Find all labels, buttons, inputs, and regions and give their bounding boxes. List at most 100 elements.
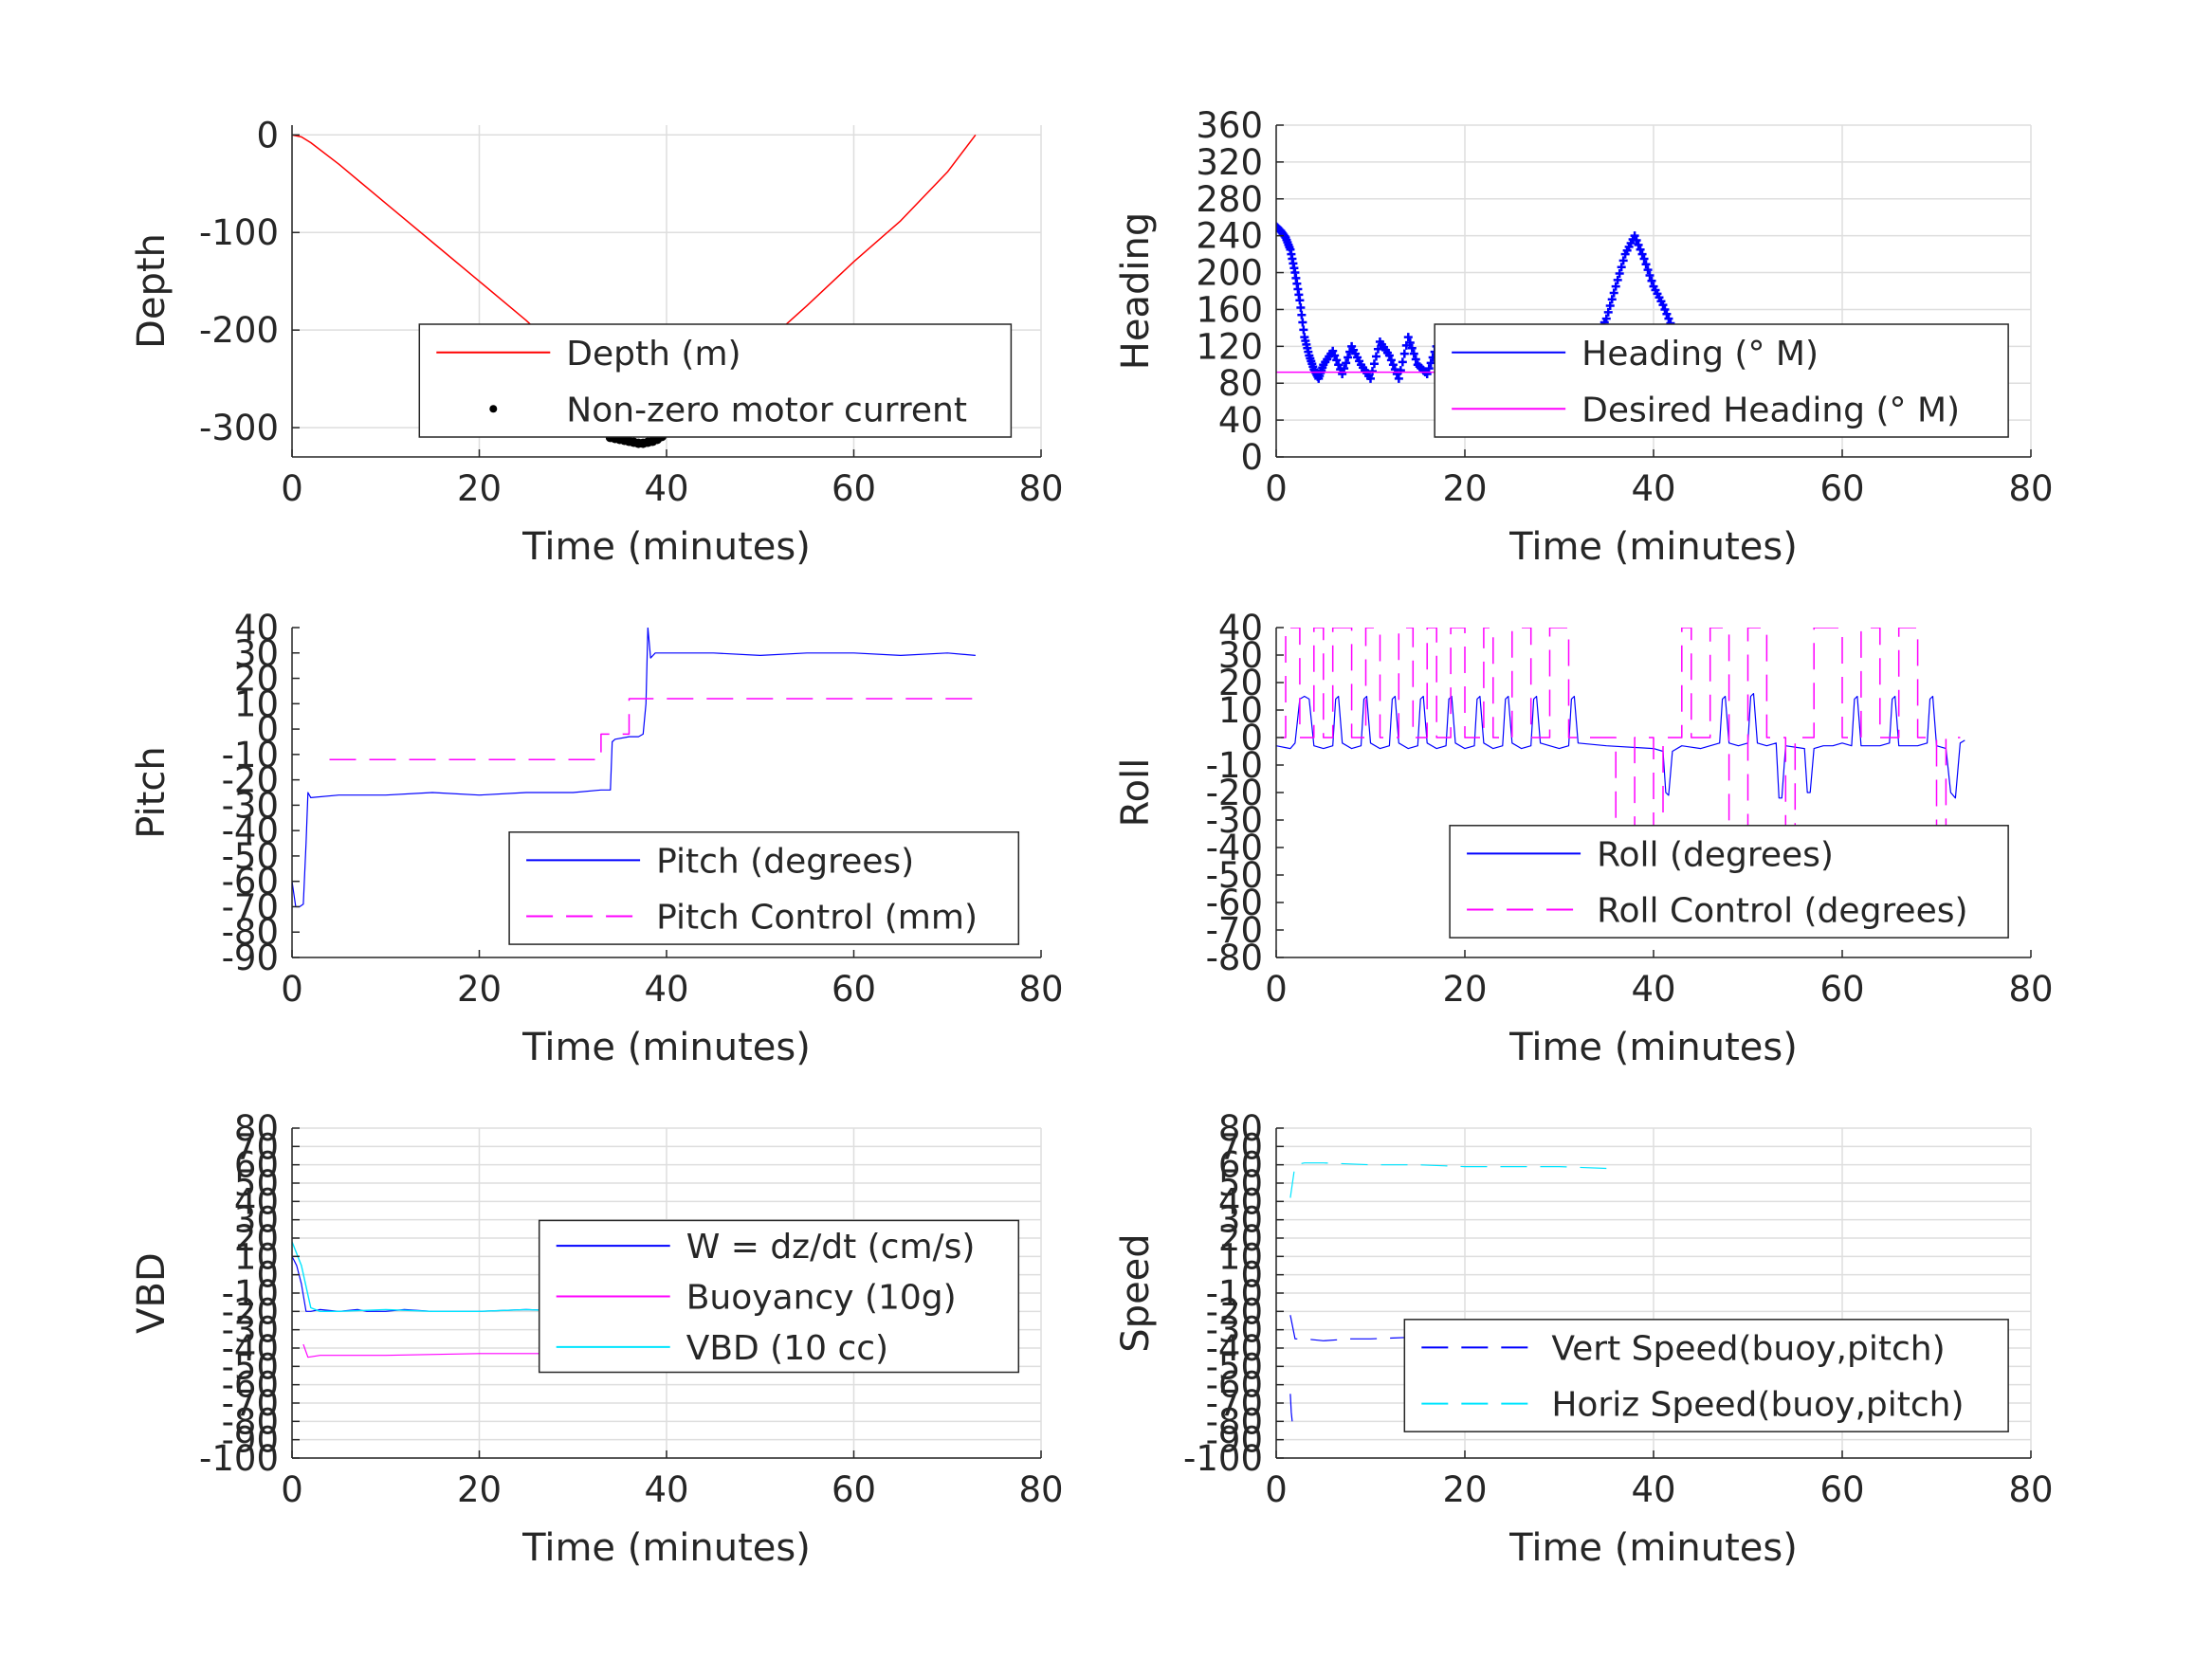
legend-label: Roll Control (degrees) [1597,892,1967,931]
series-heading-0-point [1398,357,1407,367]
y-tick-label: -20 [222,760,279,801]
y-tick-label: 40 [1218,400,1263,441]
legend-box [1434,323,2009,438]
x-axis-label: Time (minutes) [521,1026,811,1069]
series-pitch-1-line [329,698,976,760]
series-heading-0-point [1399,349,1409,358]
y-tick-label: -10 [222,735,279,775]
x-tick-label: 20 [1442,468,1487,509]
series-heading-0-point [1296,303,1306,312]
y-tick-label: -30 [222,785,279,826]
y-tick-label: -70 [222,886,279,927]
y-tick-label: -80 [222,1401,279,1442]
y-tick-label: -30 [222,1310,279,1351]
y-tick-label: -10 [222,1273,279,1314]
series-heading-0-point [1373,344,1382,354]
subplot-heading: 0 20 40 60 8004080120160200240280320360Time … [1114,105,2054,569]
y-tick-label: -50 [222,1346,279,1387]
legend-label: Buoyancy (10g) [686,1278,957,1317]
y-tick-label: 80 [1218,1108,1263,1149]
series-heading-0-point [1611,282,1620,291]
series-heading-0-point [1426,358,1435,368]
legend: Depth (m) Non-zero motor current [418,323,1013,438]
subplot-roll: 0 20 40 60 80403020100-10-20-30-40-50-60-70-… [1114,608,2054,1069]
series-heading-0-point [1422,370,1432,378]
series-pitch-0-line [292,628,976,908]
x-tick-label: 60 [1819,969,1864,1010]
y-tick-label: 80 [234,1108,279,1149]
x-tick-label: 40 [644,969,688,1010]
legend-box [1403,1319,2009,1432]
series-heading-0-point [1328,346,1338,356]
y-tick-label: -200 [199,310,279,351]
x-axis-label: Time (minutes) [1508,1026,1798,1069]
series-heading-0-point [1388,360,1398,370]
y-tick-label: 30 [1218,635,1263,676]
series-heading-0-point [1647,276,1656,285]
y-tick-label: -10 [1206,1273,1263,1314]
y-tick-label: -60 [222,1365,279,1406]
y-tick-label: 320 [1196,142,1263,183]
legend-label: Roll (degrees) [1597,835,1834,874]
y-tick-label: 70 [234,1126,279,1167]
y-tick-label: 280 [1196,179,1263,220]
y-axis-label: Roll [1114,758,1158,828]
series-heading-0-point [1639,254,1649,264]
series-heading-0-point [1658,301,1668,310]
x-tick-label: 40 [644,1469,688,1510]
legend-label: Pitch (degrees) [656,842,914,881]
x-tick-label: 40 [1631,468,1675,509]
series-heading-0-point [1664,314,1673,323]
y-tick-label: 10 [1218,690,1263,731]
series-heading-0-point [1332,356,1342,365]
series-speed-0-line-extra [1289,1394,1293,1422]
x-axis-label: Time (minutes) [1508,1526,1798,1570]
series-heading-0-point [1601,314,1611,323]
legend-label: Non-zero motor current [566,391,967,429]
y-tick-label: -10 [1206,745,1263,786]
y-tick-label: -20 [1206,773,1263,813]
x-tick-label: 0 [281,1469,303,1510]
legend: Pitch (degrees) Pitch Control (mm) [508,831,1020,945]
legend: W = dz/dt (cm/s) Buoyancy (10g) VBD (10 cc… [538,1219,1020,1374]
series-heading-0-point [1369,359,1379,369]
series-heading-0-point [1394,374,1403,383]
y-tick-label: 10 [1218,1236,1263,1277]
y-tick-label: -70 [1206,1383,1263,1424]
y-tick-label: 0 [256,115,279,155]
x-tick-label: 0 [281,969,303,1010]
x-axis-label: Time (minutes) [1508,525,1798,569]
y-tick-label: 20 [1218,1218,1263,1259]
y-tick-label: 0 [1240,718,1263,758]
series-heading-0-point [1613,275,1622,284]
x-tick-label: 40 [644,468,688,509]
series-heading-0-point [1615,269,1624,279]
y-tick-label: 60 [234,1145,279,1186]
series-heading-0-point [1342,358,1351,368]
legend-label: Heading (° M) [1581,335,1819,374]
x-tick-label: 60 [1819,468,1864,509]
x-tick-label: 80 [1018,468,1063,509]
x-tick-label: 20 [457,969,502,1010]
series-heading-0-point [1632,236,1641,246]
y-tick-label: 10 [234,684,279,724]
y-tick-label: -50 [222,836,279,877]
legend: Roll (degrees) Roll Control (degrees) [1449,825,2009,939]
x-tick-label: 20 [1442,969,1487,1010]
subplot-depth: 0 20 40 60 80 0 -100 -200 -300 Time (minutes) Dept… [130,115,1064,569]
legend-label: Vert Speed(buoy,pitch) [1551,1329,1945,1368]
series-heading-0-point [1641,260,1651,269]
legend-box [1449,825,2009,939]
y-tick-label: 10 [234,1236,279,1277]
series-heading-0-point [1384,351,1394,360]
y-tick-label: -80 [1206,938,1263,978]
legend-label: W = dz/dt (cm/s) [686,1228,976,1267]
series-roll-1-line [1281,628,1961,848]
y-tick-label: -30 [1206,1310,1263,1351]
series-heading-0-point [1371,352,1380,361]
legend-marker [489,405,498,413]
series-heading-0-point [1338,370,1347,378]
series-group [292,628,976,908]
y-tick-label: -40 [1206,1328,1263,1369]
